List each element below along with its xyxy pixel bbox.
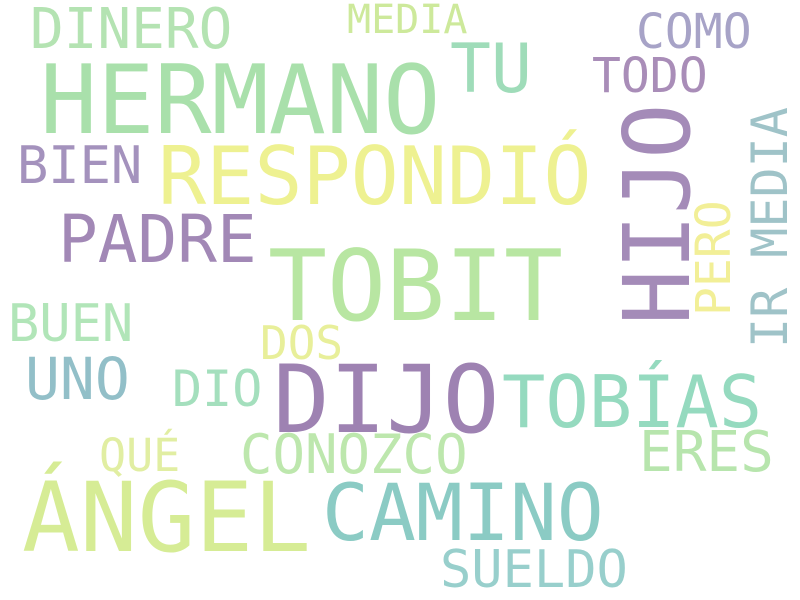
word-como: COMO	[636, 4, 752, 60]
word-uno: UNO	[25, 345, 130, 413]
word-tobit: TOBIT	[268, 230, 564, 344]
word-respondio: RESPONDIÓ	[158, 130, 592, 223]
word-angel: ÁNGEL	[22, 462, 311, 574]
word-dijo: DIJO	[273, 346, 500, 455]
word-ir-media: IR MEDIA	[741, 107, 799, 348]
word-tu: TU	[450, 30, 532, 109]
word-padre: PADRE	[58, 201, 257, 278]
word-conozco: CONOZCO	[240, 423, 468, 486]
word-media-top: MEDIA	[347, 0, 468, 43]
word-dio: DIO	[172, 360, 263, 418]
word-buen: BUEN	[8, 294, 134, 354]
word-tobias: TOBÍAS	[502, 360, 763, 444]
word-dos: DOS	[260, 316, 344, 370]
word-dinero: DINERO	[30, 0, 233, 62]
word-camino: CAMINO	[322, 469, 604, 559]
word-sueldo: SUELDO	[440, 540, 628, 600]
word-pero: PERO	[686, 200, 742, 316]
word-eres: ERES	[639, 420, 774, 485]
word-hermano: HERMANO	[40, 46, 441, 156]
word-que: QUÉ	[99, 429, 181, 482]
word-todo: TODO	[592, 48, 708, 104]
word-bien: BIEN	[17, 136, 143, 196]
